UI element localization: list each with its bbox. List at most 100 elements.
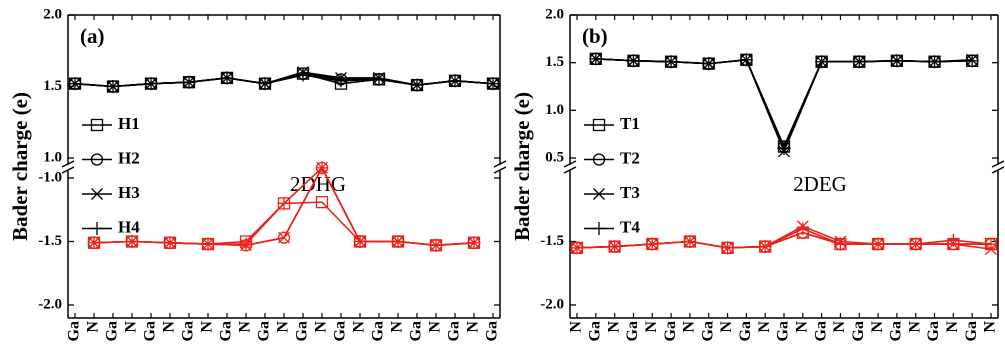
y-tick-label: 0.5	[545, 149, 564, 165]
marker	[645, 237, 659, 251]
marker	[852, 55, 866, 69]
marker	[928, 55, 942, 69]
axis-break	[493, 160, 507, 174]
x-tick-label: N	[313, 321, 330, 333]
marker	[702, 57, 716, 71]
marker	[739, 53, 753, 67]
marker	[965, 54, 979, 68]
x-tick-label: N	[351, 321, 368, 333]
x-tick-label: Ga	[963, 321, 980, 341]
x-tick-label: Ga	[484, 321, 501, 341]
x-tick-label: N	[123, 321, 140, 333]
x-tick-label: N	[199, 321, 216, 333]
x-tick-label: N	[718, 321, 735, 333]
x-tick-label: Ga	[446, 321, 463, 341]
y-axis-label: Bader charge (e)	[8, 92, 32, 241]
legend-marker	[592, 153, 606, 166]
x-tick-label: N	[944, 321, 961, 333]
x-tick-label: Ga	[850, 321, 867, 341]
x-tick-label: Ga	[180, 321, 197, 341]
x-tick-label: Ga	[775, 321, 792, 341]
axis-break	[61, 160, 75, 174]
marker	[683, 235, 697, 248]
x-tick-label: Ga	[408, 321, 425, 341]
marker	[758, 240, 772, 254]
legend-marker	[90, 153, 104, 166]
marker	[144, 77, 158, 91]
x-tick-label: N	[906, 321, 923, 333]
marker	[277, 196, 291, 210]
marker	[372, 72, 386, 86]
x-tick-label: Ga	[624, 321, 641, 341]
annotation: 2DEG	[793, 172, 847, 196]
series-line	[74, 74, 494, 88]
legend-label: H2	[118, 148, 140, 167]
legend-marker	[91, 188, 103, 200]
x-tick-label: Ga	[256, 321, 273, 341]
series-line	[595, 58, 973, 151]
marker	[664, 55, 678, 69]
marker	[163, 236, 177, 250]
x-tick-label: Ga	[586, 321, 603, 341]
x-tick-label: Ga	[662, 321, 679, 341]
marker	[796, 222, 810, 236]
legend-label: T3	[620, 183, 640, 202]
x-tick-label: Ga	[218, 321, 235, 341]
y-tick-label: -1.5	[38, 233, 62, 249]
panel-label: (a)	[80, 24, 105, 48]
series-line	[595, 58, 973, 154]
marker	[429, 238, 443, 252]
marker	[278, 231, 290, 244]
marker	[909, 237, 923, 251]
x-tick-label: N	[643, 321, 660, 333]
x-tick-label: Ga	[332, 321, 349, 341]
x-tick-label: Ga	[142, 321, 159, 341]
marker	[570, 241, 584, 255]
marker	[125, 235, 139, 248]
marker	[220, 71, 234, 85]
legend-label: H3	[118, 183, 140, 202]
x-tick-label: Ga	[888, 321, 905, 341]
axis-break	[563, 160, 577, 174]
legend-label: H1	[118, 114, 140, 133]
panel-label: (b)	[582, 24, 608, 48]
x-tick-label: N	[389, 321, 406, 333]
marker	[239, 237, 253, 251]
y-tick-label: -2.0	[38, 296, 62, 312]
x-tick-label: N	[237, 321, 254, 333]
marker	[486, 77, 500, 91]
series-line	[595, 58, 973, 149]
x-tick-label: N	[568, 321, 585, 333]
legend-label: H4	[118, 217, 140, 236]
x-tick-label: N	[605, 321, 622, 333]
x-tick-label: N	[831, 321, 848, 333]
marker	[258, 77, 272, 91]
marker	[353, 235, 367, 248]
legend-marker	[592, 222, 606, 235]
x-tick-label: Ga	[370, 321, 387, 341]
x-tick-label: N	[982, 321, 999, 333]
marker	[296, 68, 310, 82]
marker	[815, 55, 829, 69]
x-tick-label: Ga	[812, 321, 829, 341]
series-line	[595, 58, 973, 149]
marker	[391, 235, 405, 248]
x-tick-label: N	[465, 321, 482, 333]
marker	[448, 74, 462, 88]
marker	[589, 52, 603, 66]
marker	[608, 240, 622, 254]
legend-label: T2	[620, 148, 640, 167]
x-tick-label: N	[793, 321, 810, 333]
y-tick-label: 2.0	[545, 6, 564, 22]
marker	[277, 231, 291, 244]
y-tick-label: 1.5	[545, 54, 564, 70]
marker	[106, 80, 120, 93]
marker	[315, 195, 329, 209]
marker	[182, 75, 196, 89]
legend-marker	[592, 118, 606, 132]
y-axis-label: Bader charge (e)	[510, 92, 534, 241]
legend-label: T1	[620, 114, 640, 133]
marker	[626, 54, 640, 68]
marker	[87, 236, 101, 250]
